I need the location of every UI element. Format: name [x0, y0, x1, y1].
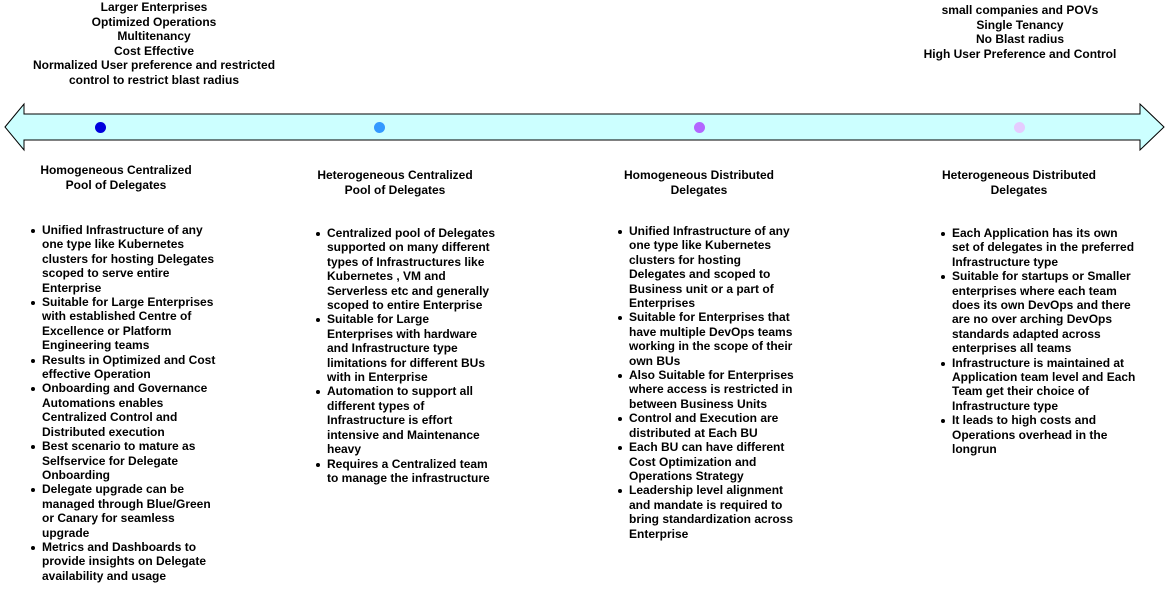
top-right-notes: small companies and POVs Single Tenancy No… — [870, 3, 1165, 61]
title-line: Homogeneous Distributed — [623, 168, 774, 182]
bullet-item: Infrastructure is maintained at Applicat… — [941, 355, 1136, 413]
title-line: Heterogeneous Distributed — [941, 168, 1097, 182]
bullet-item: Each BU can have different Cost Optimiza… — [618, 440, 799, 483]
column-title-1: Homogeneous Centralized Pool of Delegate… — [16, 163, 216, 192]
column-title-3: Homogeneous Distributed Delegates — [599, 168, 799, 197]
bullet-item: Suitable for startups or Smaller enterpr… — [941, 269, 1136, 355]
note-line: High User Preference and Control — [923, 46, 1117, 61]
timeline-dot-4 — [1014, 122, 1025, 133]
bullet-item: Onboarding and Governance Automations en… — [31, 381, 220, 439]
timeline-dot-2 — [374, 122, 385, 133]
note-line: control to restrict blast radius — [68, 72, 240, 87]
note-line: small companies and POVs — [941, 3, 1099, 17]
bullet-item: Control and Execution are distributed at… — [618, 411, 799, 440]
column-title-2: Heterogeneous Centralized Pool of Delega… — [295, 168, 495, 197]
title-line: Heterogeneous Centralized — [317, 168, 473, 182]
double-arrow-shape — [4, 102, 1165, 152]
column-title-4: Heterogeneous Distributed Delegates — [919, 168, 1119, 197]
bullet-item: Best scenario to mature as Selfservice f… — [31, 439, 220, 482]
bullet-item: Suitable for Enterprises that have multi… — [618, 310, 799, 368]
timeline-dot-3 — [694, 122, 705, 133]
bullet-item: Each Application has its own set of dele… — [941, 226, 1135, 269]
bullet-item: Suitable for Large Enterprises with hard… — [316, 312, 497, 384]
column-bullets-3: Unified Infrastructure of any one type l… — [617, 224, 799, 541]
bullet-item: Automation to support all different type… — [316, 384, 497, 456]
column-bullets-4: Each Application has its own set of dele… — [940, 226, 1136, 457]
note-line: Optimized Operations — [91, 14, 217, 29]
note-line: Cost Effective — [113, 43, 195, 58]
bullet-item: Results in Optimized and Cost effective … — [31, 353, 220, 382]
note-line: Larger Enterprises — [100, 0, 208, 14]
bullet-item: Unified Infrastructure of any one type l… — [618, 224, 799, 310]
bullet-item: Delegate upgrade can be managed through … — [31, 482, 220, 540]
bullet-item: It leads to high costs and Operations ov… — [941, 413, 1136, 456]
bullet-item: Requires a Centralized team to manage th… — [316, 457, 497, 486]
column-bullets-2: Centralized pool of Delegates supported … — [315, 226, 497, 485]
bullet-item: Also Suitable for Enterprises where acce… — [618, 368, 799, 411]
bullet-item: Centralized pool of Delegates supported … — [316, 226, 496, 313]
bullet-item: Unified Infrastructure of any one type l… — [31, 223, 220, 295]
title-line: Homogeneous Centralized — [40, 163, 192, 177]
column-bullets-1: Unified Infrastructure of any one type l… — [30, 223, 220, 583]
title-line: Delegates — [670, 182, 728, 197]
note-line: Single Tenancy — [976, 17, 1064, 32]
note-line: No Blast radius — [975, 32, 1065, 46]
title-line: Pool of Delegates — [65, 177, 167, 192]
timeline-dot-1 — [95, 122, 106, 133]
title-line: Pool of Delegates — [344, 182, 446, 197]
bullet-item: Leadership level alignment and mandate i… — [618, 483, 799, 541]
double-arrow — [4, 102, 1165, 152]
bullet-item: Metrics and Dashboards to provide insigh… — [31, 540, 220, 583]
note-line: Normalized User preference and restricte… — [32, 58, 276, 72]
note-line: Multitenancy — [117, 29, 191, 43]
bullet-item: Suitable for Large Enterprises with esta… — [31, 295, 220, 353]
title-line: Delegates — [990, 182, 1048, 197]
top-left-notes: Larger Enterprises Optimized Operations Mu… — [4, 0, 304, 87]
